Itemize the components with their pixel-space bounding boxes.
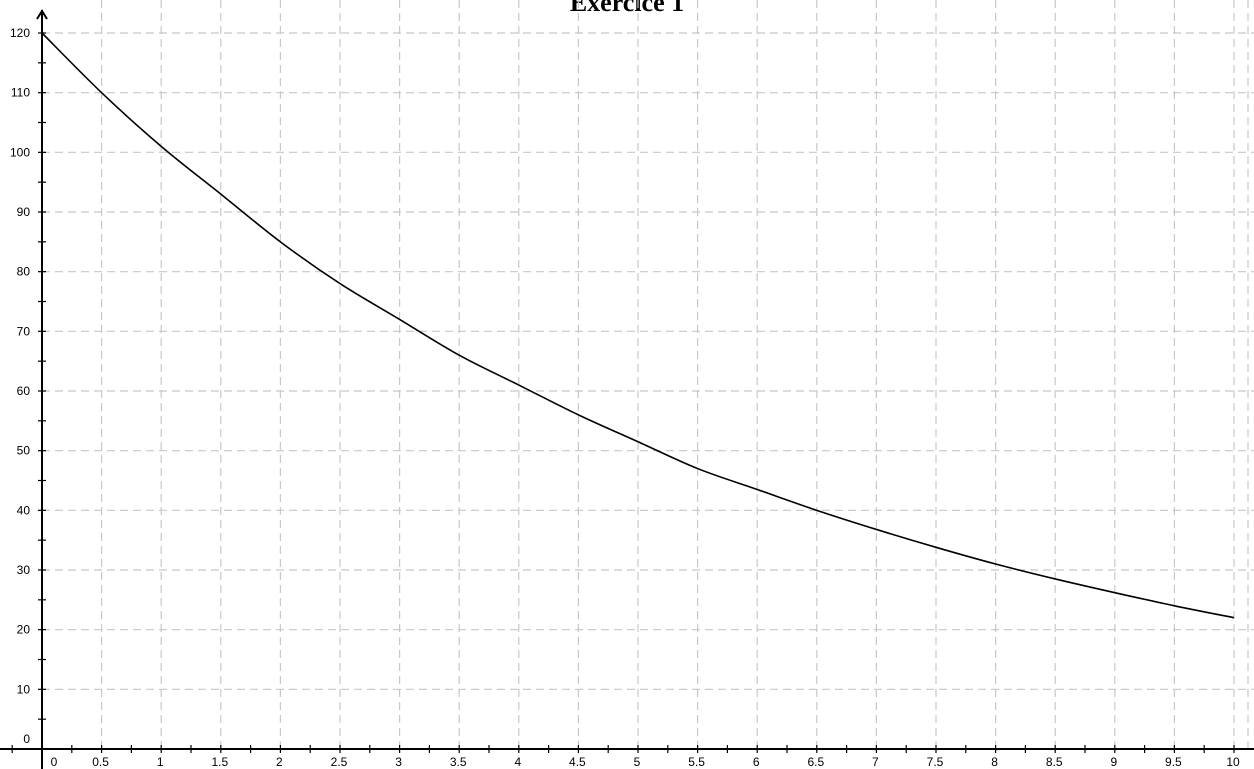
axes [0,9,1254,769]
x-tick-label: 2.5 [331,755,348,769]
x-tick-label: 4 [514,755,521,769]
y-tick-label: 10 [17,682,31,696]
ticks: 0 0.5 1 1.5 2 2.5 3 3.5 4 4.5 5 5.5 6 6.5 7 7.5 8 8.5 9 9.5… [10,26,1240,769]
y-tick-label: 80 [17,265,31,279]
y-tick-label: 20 [17,623,31,637]
x-tick-label: 2 [276,755,283,769]
series [41,32,1235,619]
grid [42,0,1254,749]
x-tick-label: 7 [872,755,879,769]
y-tick-label: 40 [17,503,31,517]
x-tick-label: 4.5 [569,755,586,769]
y-tick-label: 110 [11,86,30,100]
x-tick-label: 5.5 [688,755,705,769]
x-tick-label: 5 [634,755,641,769]
y-tick-label: 70 [17,324,31,338]
x-tick-label: 9 [1110,755,1117,769]
y-tick-label: 90 [17,205,31,219]
series-line [41,32,1235,619]
x-tick-label: 8.5 [1046,755,1063,769]
y-tick-label: 100 [10,145,30,159]
y-tick-label: 120 [10,26,30,40]
x-tick-label: 6 [753,755,760,769]
y-tick-label: 0 [23,732,30,746]
y-tick-label: 30 [17,563,31,577]
x-tick-label: 8 [991,755,998,769]
x-tick-label: 7.5 [927,755,944,769]
x-tick-label: 0 [51,755,58,769]
x-tick-label: 9.5 [1165,755,1182,769]
x-tick-label: 0.5 [92,755,109,769]
y-axis-arrow-icon [36,9,48,20]
x-tick-label: 10 [1226,755,1240,769]
y-tick-label: 60 [17,384,31,398]
x-tick-label: 1 [157,755,164,769]
x-tick-label: 3.5 [450,755,467,769]
chart-title: Exercice 1 [569,0,685,17]
y-tick-label: 50 [17,444,31,458]
x-tick-label: 1.5 [211,755,228,769]
x-tick-label: 6.5 [807,755,824,769]
x-tick-label: 3 [395,755,402,769]
